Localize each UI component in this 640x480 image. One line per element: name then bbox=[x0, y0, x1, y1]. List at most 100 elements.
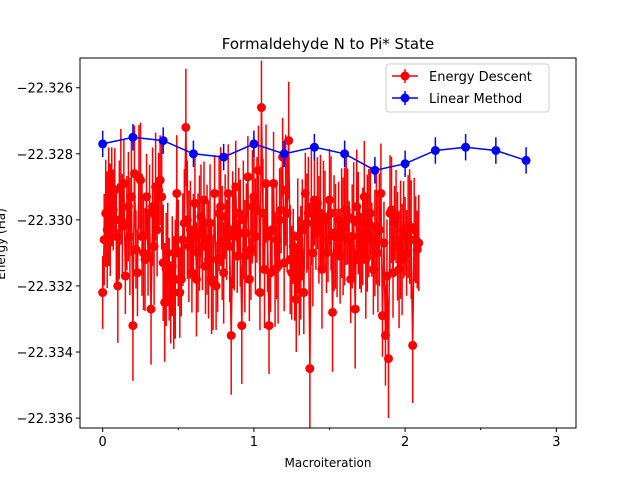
legend-marker-linear-method bbox=[400, 93, 410, 103]
energy-descent-point bbox=[225, 241, 235, 251]
energy-descent-point bbox=[178, 235, 188, 245]
linear-method-point bbox=[98, 139, 108, 149]
energy-descent-point bbox=[397, 255, 407, 265]
energy-descent-point bbox=[220, 212, 230, 222]
energy-descent-point bbox=[376, 188, 386, 198]
energy-descent-point bbox=[321, 248, 331, 258]
linear-method-point bbox=[461, 142, 471, 152]
energy-descent-point bbox=[234, 208, 244, 218]
chart-title: Formaldehyde N to Pi* State bbox=[222, 35, 434, 53]
energy-descent-point bbox=[302, 218, 312, 228]
energy-descent-point bbox=[126, 192, 136, 202]
energy-descent-point bbox=[373, 248, 383, 258]
energy-descent-point bbox=[359, 192, 369, 202]
x-axis-title: Macroiteration bbox=[284, 456, 371, 470]
linear-method-point bbox=[370, 165, 380, 175]
energy-descent-point bbox=[317, 264, 327, 274]
y-axis-title: Energy (Ha) bbox=[0, 208, 8, 280]
energy-descent-point bbox=[237, 321, 247, 331]
energy-descent-point bbox=[125, 231, 135, 241]
energy-descent-point bbox=[370, 238, 380, 248]
linear-method-point bbox=[128, 132, 138, 142]
energy-descent-point bbox=[123, 202, 133, 212]
energy-descent-point bbox=[391, 212, 401, 222]
x-axis: 0 1 2 3 bbox=[99, 428, 560, 450]
energy-descent-point bbox=[284, 136, 294, 146]
energy-descent-point bbox=[213, 255, 223, 265]
energy-descent-point bbox=[325, 195, 335, 205]
energy-descent-point bbox=[190, 198, 200, 208]
energy-descent-point bbox=[323, 235, 333, 245]
energy-descent-point bbox=[204, 255, 214, 265]
energy-descent-point bbox=[193, 248, 203, 258]
energy-descent-point bbox=[300, 188, 310, 198]
legend: Energy Descent Linear Method bbox=[385, 63, 550, 113]
energy-descent-point bbox=[414, 238, 424, 248]
energy-descent-point bbox=[216, 202, 226, 212]
energy-descent-point bbox=[122, 218, 132, 228]
legend-label-linear-method: Linear Method bbox=[429, 92, 522, 107]
energy-descent-point bbox=[291, 294, 301, 304]
energy-descent-point bbox=[226, 331, 236, 340]
energy-descent-point bbox=[312, 198, 322, 208]
energy-descent-point bbox=[199, 195, 209, 205]
energy-descent-point bbox=[243, 172, 253, 182]
energy-descent-point bbox=[368, 264, 378, 274]
energy-descent-point bbox=[387, 205, 397, 215]
linear-method-point bbox=[521, 155, 531, 165]
energy-descent-point bbox=[335, 251, 345, 261]
energy-descent-point bbox=[241, 228, 251, 238]
legend-label-energy-descent: Energy Descent bbox=[429, 70, 532, 85]
energy-descent-point bbox=[157, 192, 167, 202]
energy-descent-point bbox=[202, 235, 212, 245]
energy-descent-point bbox=[223, 188, 233, 198]
energy-descent-point bbox=[196, 212, 206, 222]
energy-descent-point bbox=[244, 274, 254, 284]
energy-descent-point bbox=[98, 288, 108, 298]
energy-descent-point bbox=[231, 182, 241, 192]
linear-method-point bbox=[279, 149, 289, 159]
energy-descent-point bbox=[182, 215, 192, 225]
energy-descent-point bbox=[148, 202, 158, 212]
energy-descent-point bbox=[149, 241, 159, 251]
energy-descent-point bbox=[172, 188, 182, 198]
energy-descent-point bbox=[194, 228, 204, 238]
energy-descent-point bbox=[285, 255, 295, 265]
linear-method-point bbox=[309, 142, 319, 152]
energy-descent-point bbox=[197, 241, 207, 251]
energy-descent-point bbox=[255, 288, 265, 298]
linear-method-point bbox=[430, 146, 440, 155]
x-tick-label: 1 bbox=[250, 435, 258, 450]
y-tick-label: −22.332 bbox=[17, 280, 73, 295]
energy-descent-point bbox=[293, 231, 303, 241]
x-tick-label: 0 bbox=[99, 435, 107, 450]
energy-descent-point bbox=[263, 231, 273, 241]
energy-descent-point bbox=[131, 245, 141, 255]
energy-descent-point bbox=[128, 321, 138, 331]
energy-descent-point bbox=[294, 271, 304, 281]
y-tick-label: −22.330 bbox=[17, 214, 73, 229]
energy-descent-point bbox=[111, 231, 121, 241]
linear-method-point bbox=[340, 149, 350, 159]
energy-descent-point bbox=[299, 288, 309, 298]
energy-descent-point bbox=[249, 192, 259, 202]
energy-descent-point bbox=[305, 364, 315, 374]
linear-method-point bbox=[491, 146, 501, 155]
energy-descent-point bbox=[258, 208, 268, 218]
energy-descent-point bbox=[328, 307, 338, 317]
energy-descent-point bbox=[211, 281, 221, 291]
energy-descent-point bbox=[175, 288, 185, 298]
energy-descent-point bbox=[350, 304, 360, 314]
energy-descent-point bbox=[314, 225, 324, 235]
energy-descent-point bbox=[264, 321, 274, 331]
energy-descent-point bbox=[240, 251, 250, 261]
energy-descent-point bbox=[163, 248, 173, 258]
energy-descent-point bbox=[379, 238, 389, 248]
energy-descent-point bbox=[238, 215, 248, 225]
energy-descent-point bbox=[210, 188, 220, 198]
y-tick-label: −22.328 bbox=[17, 148, 73, 163]
energy-descent-point bbox=[408, 340, 418, 350]
energy-descent-point bbox=[250, 231, 260, 241]
energy-descent-point bbox=[394, 264, 404, 274]
x-tick-label: 3 bbox=[552, 435, 560, 450]
